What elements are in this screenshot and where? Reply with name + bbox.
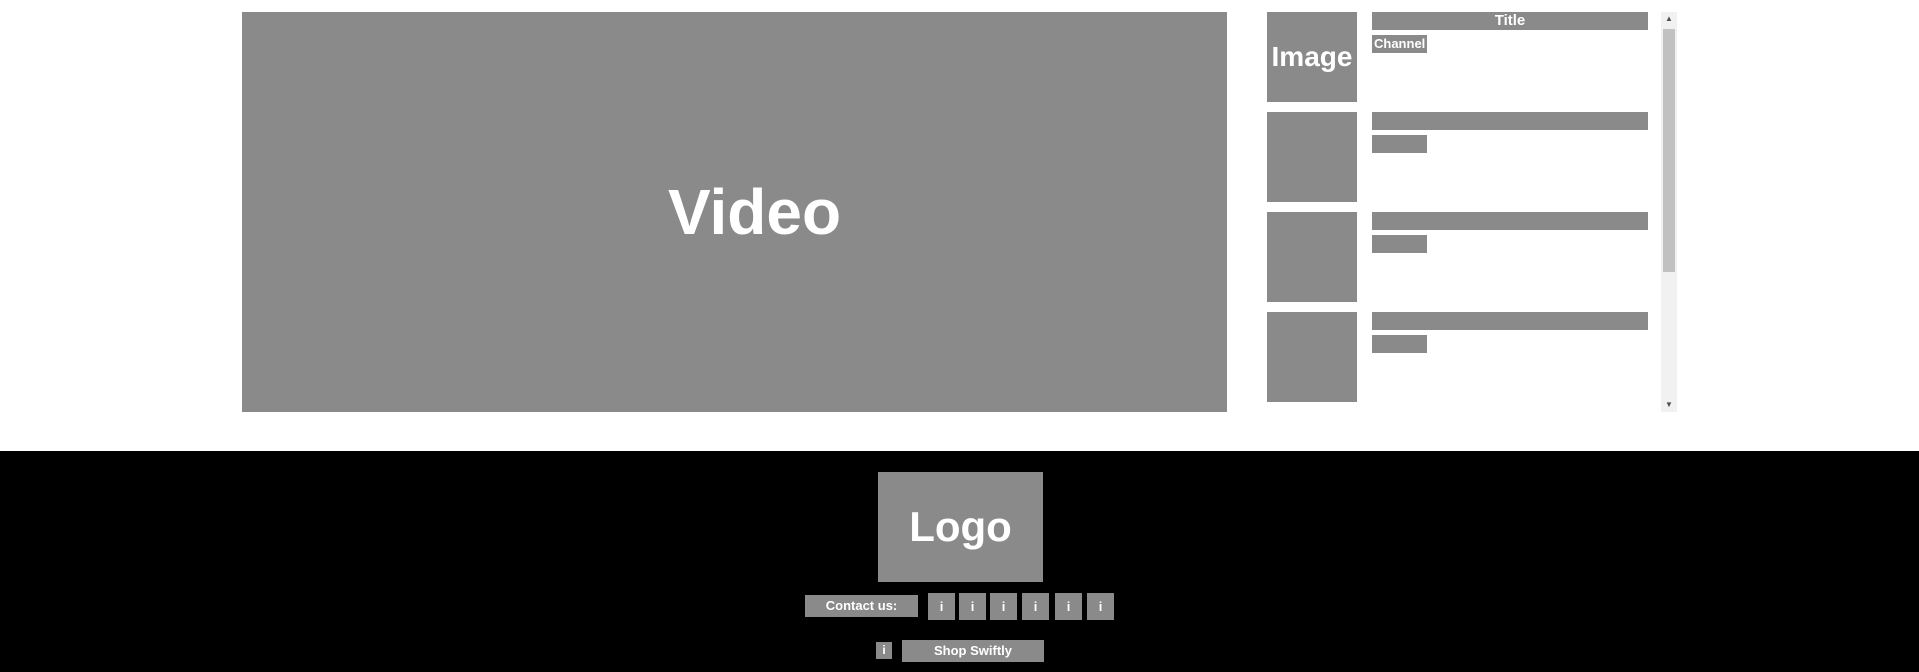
social-link-icon[interactable]: i — [1022, 593, 1049, 620]
scrollbar-thumb[interactable] — [1663, 29, 1675, 272]
playlist-channel[interactable] — [1372, 135, 1427, 153]
main-content: Video Image Title Channel — [242, 12, 1677, 412]
playlist-item[interactable]: Image Title Channel — [1267, 12, 1661, 102]
playlist-title[interactable] — [1372, 112, 1648, 130]
playlist-scrollbar[interactable]: ▲ ▼ — [1661, 12, 1677, 412]
scroll-up-icon[interactable]: ▲ — [1665, 14, 1673, 23]
playlist-item[interactable] — [1267, 112, 1661, 202]
footer-logo[interactable]: Logo — [878, 472, 1043, 582]
playlist-title[interactable] — [1372, 212, 1648, 230]
playlist-channel[interactable] — [1372, 335, 1427, 353]
social-link-icon[interactable]: i — [1087, 593, 1114, 620]
playlist-channel[interactable]: Channel — [1372, 35, 1427, 53]
playlist-title[interactable] — [1372, 312, 1648, 330]
playlist-thumbnail[interactable] — [1267, 312, 1357, 402]
social-link-icon[interactable]: i — [1055, 593, 1082, 620]
playlist-title[interactable]: Title — [1372, 12, 1648, 30]
social-link-icon[interactable]: i — [928, 593, 955, 620]
playlist: Image Title Channel ▲ — [1267, 12, 1677, 412]
scroll-down-icon[interactable]: ▼ — [1665, 400, 1673, 409]
playlist-channel[interactable] — [1372, 235, 1427, 253]
shop-swiftly-button[interactable]: Shop Swiftly — [902, 640, 1044, 662]
info-icon[interactable]: i — [876, 642, 892, 659]
playlist-item[interactable] — [1267, 212, 1661, 302]
social-link-icon[interactable]: i — [959, 593, 986, 620]
playlist-thumbnail[interactable] — [1267, 112, 1357, 202]
playlist-thumbnail[interactable] — [1267, 212, 1357, 302]
video-label: Video — [667, 176, 842, 248]
video-player[interactable]: Video — [242, 12, 1227, 412]
playlist-thumbnail[interactable]: Image — [1267, 12, 1357, 102]
footer: Logo Contact us: i i i i i i i Shop Swif… — [0, 451, 1919, 672]
social-link-icon[interactable]: i — [990, 593, 1017, 620]
playlist-item[interactable] — [1267, 312, 1661, 402]
contact-us-label: Contact us: — [805, 595, 918, 617]
